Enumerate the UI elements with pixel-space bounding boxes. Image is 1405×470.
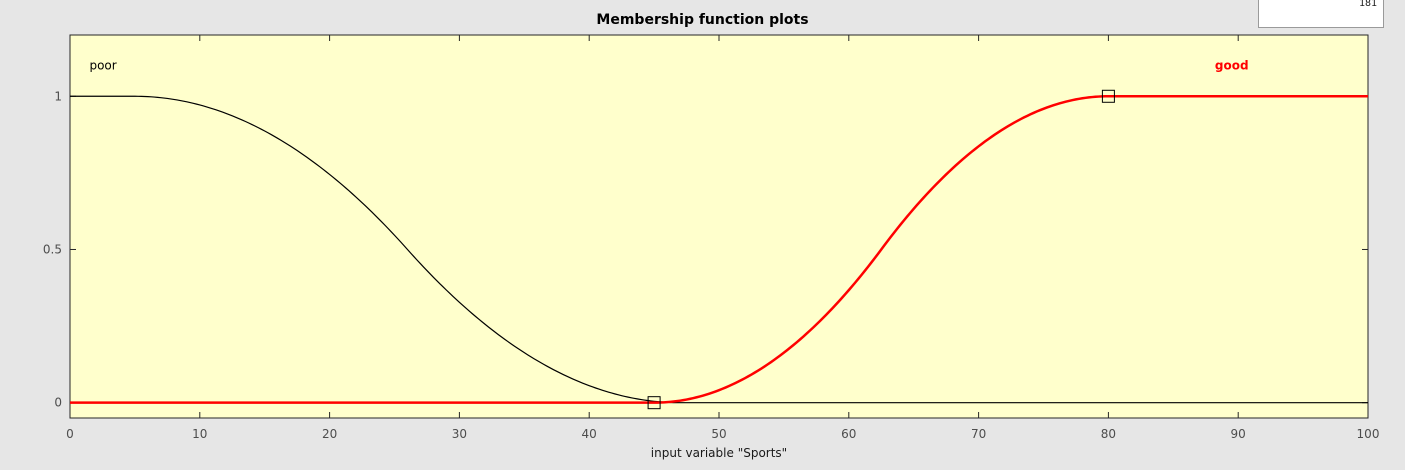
y-tick-label-2: 1 (54, 89, 62, 103)
x-tick-label-0: 0 (66, 427, 74, 441)
mf-labels[interactable]: poor good (89, 59, 1248, 73)
mf-label-poor[interactable]: poor (89, 59, 116, 73)
x-tick-label-80: 80 (1101, 427, 1116, 441)
y-tick-label-0: 0 (54, 396, 62, 410)
x-tick-label-20: 20 (322, 427, 337, 441)
axis-ticks: 0 10 20 30 40 50 60 70 80 90 100 0 0.5 1 (43, 35, 1380, 441)
x-tick-label-10: 10 (192, 427, 207, 441)
mf-curve-good[interactable] (70, 95, 1368, 404)
x-tick-label-40: 40 (582, 427, 597, 441)
x-axis-label: input variable "Sports" (651, 446, 787, 460)
mf-curves[interactable] (70, 95, 1368, 404)
corner-value-field[interactable]: 181 (1258, 0, 1384, 28)
x-tick-label-30: 30 (452, 427, 467, 441)
y-tick-label-1: 0.5 (43, 242, 62, 256)
x-tick-label-60: 60 (841, 427, 856, 441)
mf-handle-good-0[interactable] (647, 396, 661, 410)
x-tick-label-100: 100 (1357, 427, 1380, 441)
corner-value: 181 (1358, 0, 1377, 9)
mf-handle-good-1[interactable] (1101, 89, 1115, 103)
mf-label-good[interactable]: good (1215, 59, 1249, 73)
x-tick-label-70: 70 (971, 427, 986, 441)
plot-title: Membership function plots (596, 12, 809, 28)
mf-handles[interactable] (647, 89, 1115, 410)
x-tick-label-90: 90 (1231, 427, 1246, 441)
x-tick-label-50: 50 (711, 427, 726, 441)
plot-area[interactable] (69, 34, 1369, 419)
mf-curve-poor[interactable] (70, 95, 1368, 404)
